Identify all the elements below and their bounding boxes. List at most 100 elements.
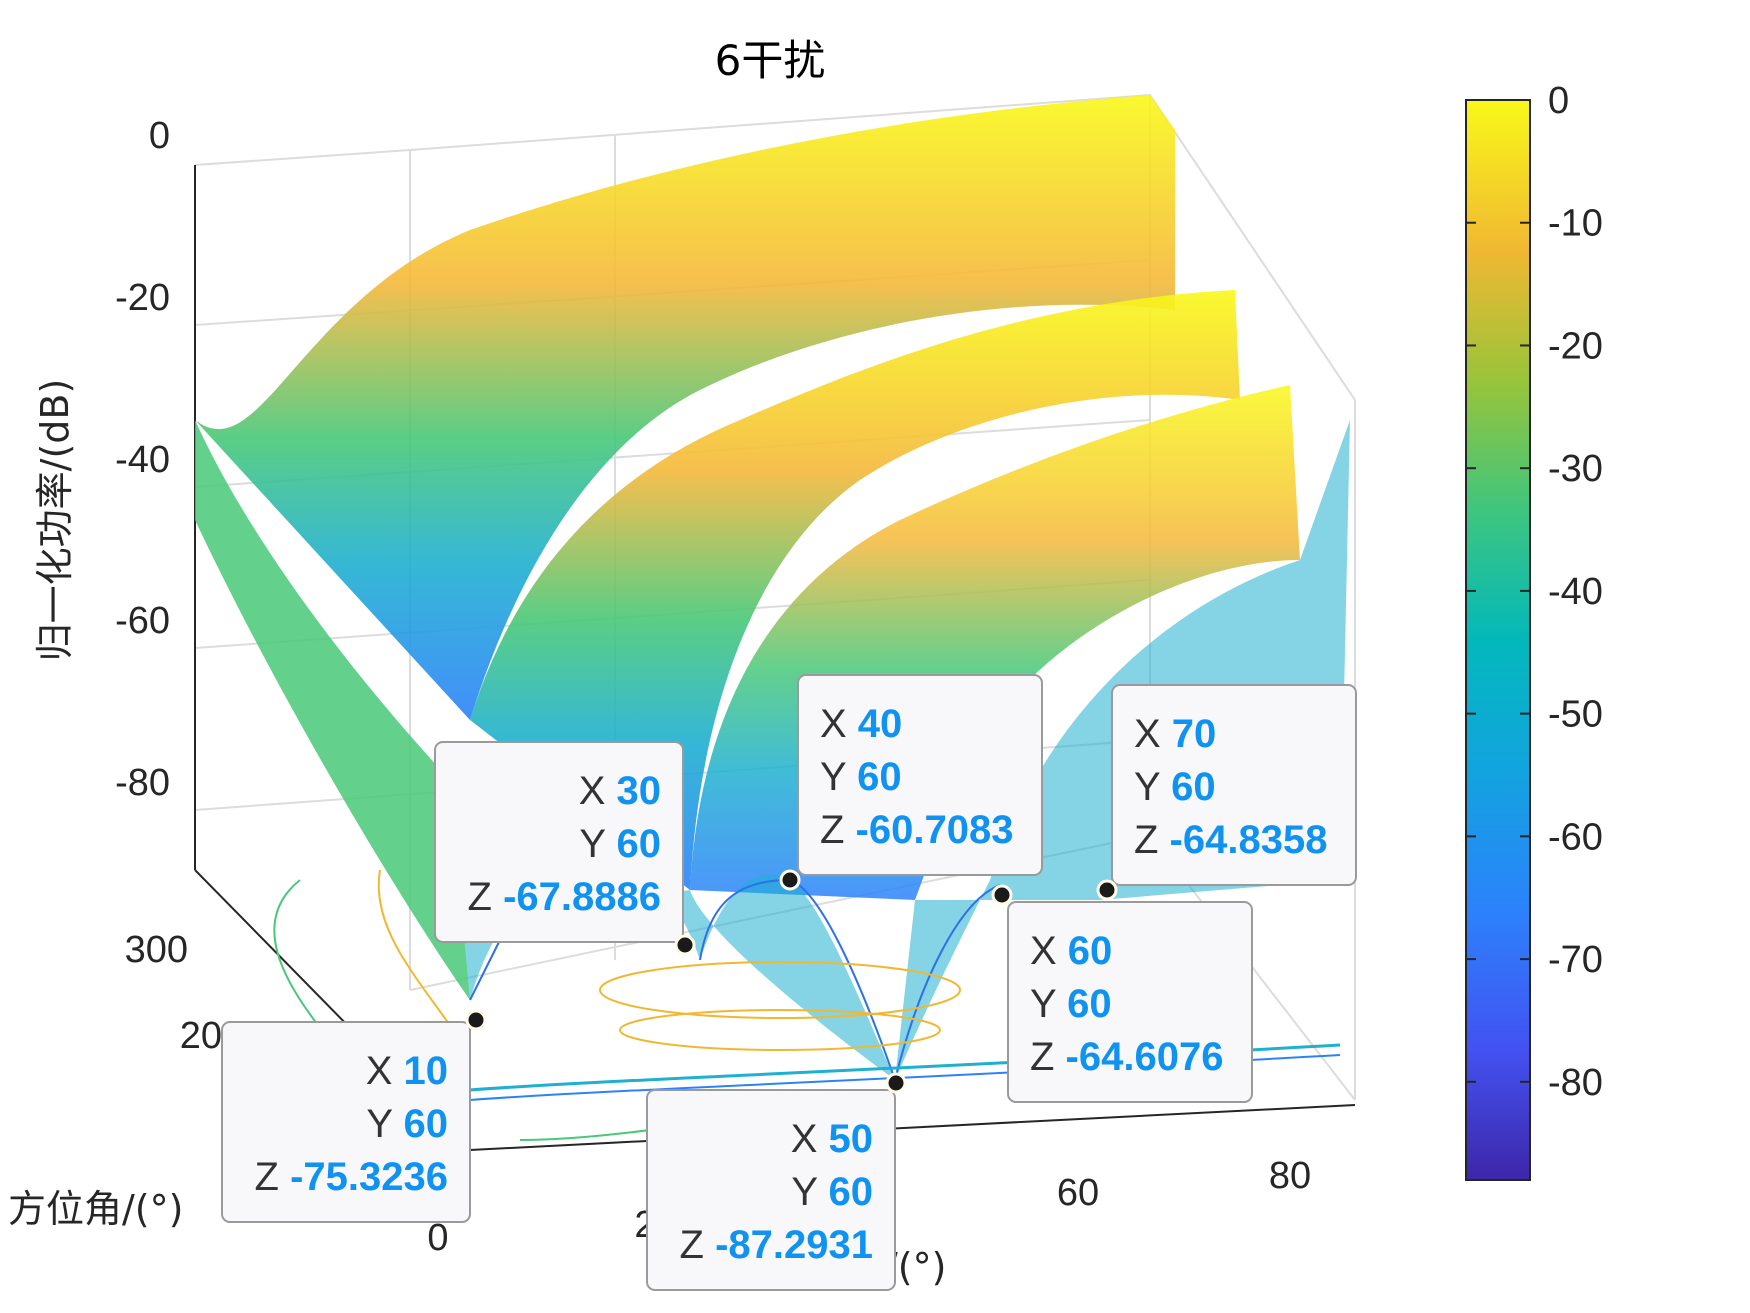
datatip-marker[interactable] bbox=[465, 1009, 487, 1031]
y-tick-label: 20 bbox=[180, 1015, 222, 1057]
colorbar-tick-label: -50 bbox=[1548, 694, 1603, 736]
datatip-key: Z bbox=[1030, 1035, 1066, 1079]
z-tick-label: -60 bbox=[115, 600, 170, 642]
datatip-row: Y 60 bbox=[579, 822, 661, 866]
y-axis-ticks: 300 20 bbox=[125, 929, 222, 1057]
datatip-box bbox=[1007, 901, 1253, 1103]
datatip-key: X bbox=[366, 1049, 404, 1093]
datatip-marker[interactable] bbox=[1096, 879, 1118, 901]
datatip-value: -67.8886 bbox=[503, 875, 661, 919]
datatip-key: Y bbox=[366, 1102, 403, 1146]
colorbar-tick-label: 0 bbox=[1548, 80, 1569, 122]
colorbar-ticks: 0 -10 -20 -30 -40 -50 -60 -70 -80 bbox=[1466, 80, 1603, 1104]
datatip-key: Y bbox=[1030, 982, 1067, 1026]
datatip-value: 70 bbox=[1172, 712, 1217, 756]
datatip-row: Y 60 bbox=[820, 755, 902, 799]
datatip-row: Y 60 bbox=[1030, 982, 1112, 1026]
datatip-box bbox=[221, 1021, 471, 1223]
datatip-key: X bbox=[579, 769, 617, 813]
datatip-marker[interactable] bbox=[779, 869, 801, 891]
datatip-value: 60 bbox=[617, 822, 662, 866]
datatip-row: Z -60.7083 bbox=[820, 808, 1013, 852]
chart-title: 6干扰 bbox=[715, 36, 826, 85]
datatip-row: Y 60 bbox=[1134, 765, 1216, 809]
datatip-box bbox=[434, 741, 684, 943]
colorbar: 0 -10 -20 -30 -40 -50 -60 -70 -80 bbox=[1465, 80, 1603, 1181]
x-tick-label: 60 bbox=[1057, 1172, 1099, 1214]
datatip-row: X 10 bbox=[366, 1049, 448, 1093]
datatip-value: -75.3236 bbox=[290, 1155, 448, 1199]
datatip-key: Y bbox=[1134, 765, 1171, 809]
colorbar-tick-label: -10 bbox=[1548, 203, 1603, 245]
datatip-value: 10 bbox=[404, 1049, 449, 1093]
datatip-value: 60 bbox=[857, 755, 902, 799]
colorbar-tick-label: -70 bbox=[1548, 939, 1603, 981]
datatip-value: 60 bbox=[1068, 929, 1113, 973]
colorbar-tick-label: -40 bbox=[1548, 571, 1603, 613]
datatip-key: Y bbox=[791, 1170, 828, 1214]
datatip-key: Z bbox=[468, 875, 504, 919]
x-tick-label: 0 bbox=[427, 1217, 448, 1259]
z-tick-label: -80 bbox=[115, 762, 170, 804]
datatip-row: Z -64.6076 bbox=[1030, 1035, 1223, 1079]
datatip-value: 60 bbox=[1171, 765, 1216, 809]
datatip[interactable]: X 70Y 60Z -64.8358 bbox=[1096, 684, 1357, 901]
datatip-row: X 40 bbox=[820, 702, 902, 746]
datatip-value: 60 bbox=[829, 1170, 874, 1214]
datatip-value: -60.7083 bbox=[856, 808, 1014, 852]
colorbar-gradient bbox=[1465, 99, 1531, 1181]
datatip-value: 40 bbox=[858, 702, 903, 746]
datatip-value: 50 bbox=[829, 1117, 874, 1161]
datatip-key: X bbox=[1030, 929, 1068, 973]
datatip-key: X bbox=[1134, 712, 1172, 756]
datatip-key: Y bbox=[579, 822, 616, 866]
y-axis-title: 方位角/(°) bbox=[8, 1187, 183, 1231]
datatip-key: Z bbox=[680, 1223, 716, 1267]
datatip-marker[interactable] bbox=[674, 934, 696, 956]
z-tick-label: -40 bbox=[115, 439, 170, 481]
z-axis-title: 归一化功率/(dB) bbox=[33, 379, 77, 662]
datatip-row: Y 60 bbox=[366, 1102, 448, 1146]
datatip-value: -87.2931 bbox=[715, 1223, 873, 1267]
datatip-key: Y bbox=[820, 755, 857, 799]
datatip-row: X 60 bbox=[1030, 929, 1112, 973]
datatip-row: Z -67.8886 bbox=[468, 875, 661, 919]
datatip-row: X 50 bbox=[791, 1117, 873, 1161]
datatip-row: Z -64.8358 bbox=[1134, 818, 1327, 862]
datatip-marker[interactable] bbox=[991, 884, 1013, 906]
z-tick-label: 0 bbox=[149, 115, 170, 157]
datatip-value: 60 bbox=[1067, 982, 1112, 1026]
datatip-value: 60 bbox=[404, 1102, 449, 1146]
datatip[interactable]: X 60Y 60Z -64.6076 bbox=[991, 884, 1253, 1103]
datatip[interactable]: X 30Y 60Z -67.8886 bbox=[434, 741, 696, 956]
datatip-value: -64.6076 bbox=[1066, 1035, 1224, 1079]
colorbar-tick-label: -60 bbox=[1548, 816, 1603, 858]
z-axis-ticks: 0 -20 -40 -60 -80 bbox=[115, 115, 170, 804]
datatip-box bbox=[1111, 684, 1357, 886]
datatip-row: Z -75.3236 bbox=[255, 1155, 448, 1199]
datatip[interactable]: X 50Y 60Z -87.2931 bbox=[646, 1072, 907, 1291]
datatip-row: X 70 bbox=[1134, 712, 1216, 756]
datatip-marker[interactable] bbox=[885, 1072, 907, 1094]
colorbar-tick-label: -80 bbox=[1548, 1062, 1603, 1104]
datatip-key: Z bbox=[820, 808, 856, 852]
datatip-box bbox=[646, 1089, 896, 1291]
y-tick-label: 300 bbox=[125, 929, 188, 971]
datatip-key: X bbox=[820, 702, 858, 746]
datatip-key: Z bbox=[1134, 818, 1170, 862]
datatip[interactable]: X 40Y 60Z -60.7083 bbox=[779, 674, 1043, 891]
colorbar-tick-label: -20 bbox=[1548, 325, 1603, 367]
x-tick-label: 80 bbox=[1269, 1155, 1311, 1197]
datatip-key: X bbox=[791, 1117, 829, 1161]
z-tick-label: -20 bbox=[115, 277, 170, 319]
datatip-key: Z bbox=[255, 1155, 291, 1199]
datatip[interactable]: X 10Y 60Z -75.3236 bbox=[221, 1009, 487, 1223]
datatip-row: Y 60 bbox=[791, 1170, 873, 1214]
datatip-value: 30 bbox=[617, 769, 662, 813]
datatip-box bbox=[797, 674, 1043, 876]
datatip-row: X 30 bbox=[579, 769, 661, 813]
datatip-row: Z -87.2931 bbox=[680, 1223, 873, 1267]
colorbar-tick-label: -30 bbox=[1548, 448, 1603, 490]
